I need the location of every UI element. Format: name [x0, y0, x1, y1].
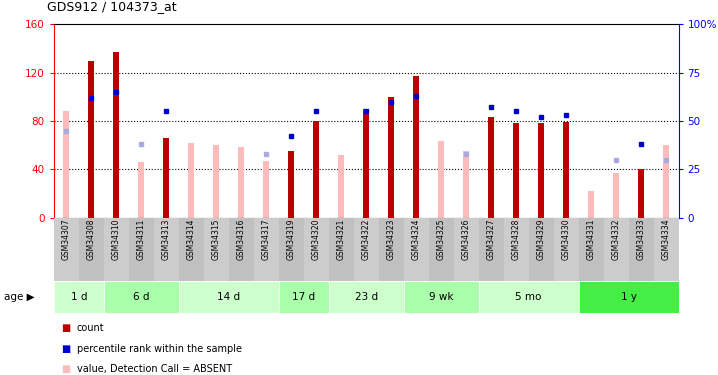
Text: GSM34327: GSM34327	[487, 219, 495, 260]
Text: GSM34326: GSM34326	[462, 219, 470, 260]
Bar	[253, 217, 279, 281]
Bar	[354, 217, 378, 281]
Text: GSM34330: GSM34330	[561, 219, 571, 260]
Bar	[213, 145, 220, 218]
Bar	[338, 155, 345, 218]
Bar	[363, 109, 369, 217]
Bar	[163, 138, 169, 218]
Bar	[554, 217, 579, 281]
Bar	[454, 217, 479, 281]
Bar	[104, 217, 129, 281]
Bar	[263, 161, 269, 218]
Bar	[113, 52, 119, 217]
Bar	[238, 147, 244, 218]
Bar	[513, 123, 519, 218]
Bar	[88, 61, 95, 217]
Bar	[79, 217, 104, 281]
Bar	[638, 169, 644, 217]
Bar	[129, 217, 154, 281]
Bar	[463, 151, 470, 217]
Bar	[413, 76, 419, 217]
Bar	[329, 281, 404, 313]
Bar	[404, 217, 429, 281]
Text: GSM34329: GSM34329	[536, 219, 546, 260]
Bar	[503, 217, 528, 281]
Text: GSM34322: GSM34322	[362, 219, 370, 260]
Bar	[438, 141, 444, 218]
Bar	[204, 217, 229, 281]
Text: GSM34311: GSM34311	[137, 219, 146, 260]
Bar	[613, 173, 619, 217]
Bar	[138, 162, 144, 218]
Text: GSM34324: GSM34324	[411, 219, 421, 260]
Bar	[528, 217, 554, 281]
Bar	[54, 281, 104, 313]
Text: GSM34319: GSM34319	[286, 219, 296, 260]
Bar	[538, 123, 544, 218]
Text: GSM34307: GSM34307	[62, 219, 71, 260]
Bar	[304, 217, 329, 281]
Bar	[479, 281, 579, 313]
Text: 1 d: 1 d	[70, 292, 87, 302]
Text: GSM34315: GSM34315	[212, 219, 220, 260]
Text: GSM34328: GSM34328	[512, 219, 521, 260]
Text: GSM34313: GSM34313	[162, 219, 171, 260]
Text: GSM34331: GSM34331	[587, 219, 595, 260]
Bar	[604, 217, 628, 281]
Text: 14 d: 14 d	[217, 292, 241, 302]
Text: GSM34310: GSM34310	[112, 219, 121, 260]
Text: 17 d: 17 d	[292, 292, 315, 302]
Text: GSM34332: GSM34332	[612, 219, 620, 260]
Bar	[653, 217, 679, 281]
Text: ■: ■	[61, 364, 70, 374]
Bar	[579, 281, 679, 313]
Text: GSM34321: GSM34321	[337, 219, 345, 260]
Text: 5 mo: 5 mo	[516, 292, 542, 302]
Bar	[378, 217, 404, 281]
Bar	[188, 142, 195, 218]
Text: percentile rank within the sample: percentile rank within the sample	[77, 344, 242, 354]
Text: 6 d: 6 d	[133, 292, 149, 302]
Bar	[588, 191, 595, 217]
Text: GSM34314: GSM34314	[187, 219, 196, 260]
Bar	[329, 217, 354, 281]
Bar	[288, 151, 294, 217]
Text: age ▶: age ▶	[4, 292, 34, 302]
Bar	[479, 217, 503, 281]
Bar	[179, 281, 279, 313]
Text: value, Detection Call = ABSENT: value, Detection Call = ABSENT	[77, 364, 232, 374]
Text: GSM34308: GSM34308	[87, 219, 95, 260]
Bar	[279, 217, 304, 281]
Bar	[628, 217, 653, 281]
Text: ■: ■	[61, 344, 70, 354]
Bar	[388, 97, 394, 218]
Text: GSM34320: GSM34320	[312, 219, 321, 260]
Bar	[104, 281, 179, 313]
Bar	[154, 217, 179, 281]
Bar	[404, 281, 479, 313]
Bar	[179, 217, 204, 281]
Bar	[429, 217, 454, 281]
Text: 9 wk: 9 wk	[429, 292, 453, 302]
Text: GSM34334: GSM34334	[661, 219, 671, 260]
Bar	[563, 122, 569, 218]
Bar	[63, 111, 70, 218]
Bar	[54, 217, 79, 281]
Bar	[663, 145, 669, 218]
Bar	[279, 281, 329, 313]
Text: count: count	[77, 323, 104, 333]
Text: GSM34317: GSM34317	[262, 219, 271, 260]
Bar	[579, 217, 604, 281]
Text: GSM34325: GSM34325	[437, 219, 446, 260]
Text: GSM34323: GSM34323	[387, 219, 396, 260]
Text: GSM34333: GSM34333	[637, 219, 645, 260]
Bar	[488, 117, 494, 218]
Text: GDS912 / 104373_at: GDS912 / 104373_at	[47, 0, 177, 13]
Text: 1 y: 1 y	[620, 292, 637, 302]
Text: 23 d: 23 d	[355, 292, 378, 302]
Bar	[229, 217, 253, 281]
Text: GSM34316: GSM34316	[237, 219, 246, 260]
Text: ■: ■	[61, 323, 70, 333]
Bar	[313, 121, 320, 218]
